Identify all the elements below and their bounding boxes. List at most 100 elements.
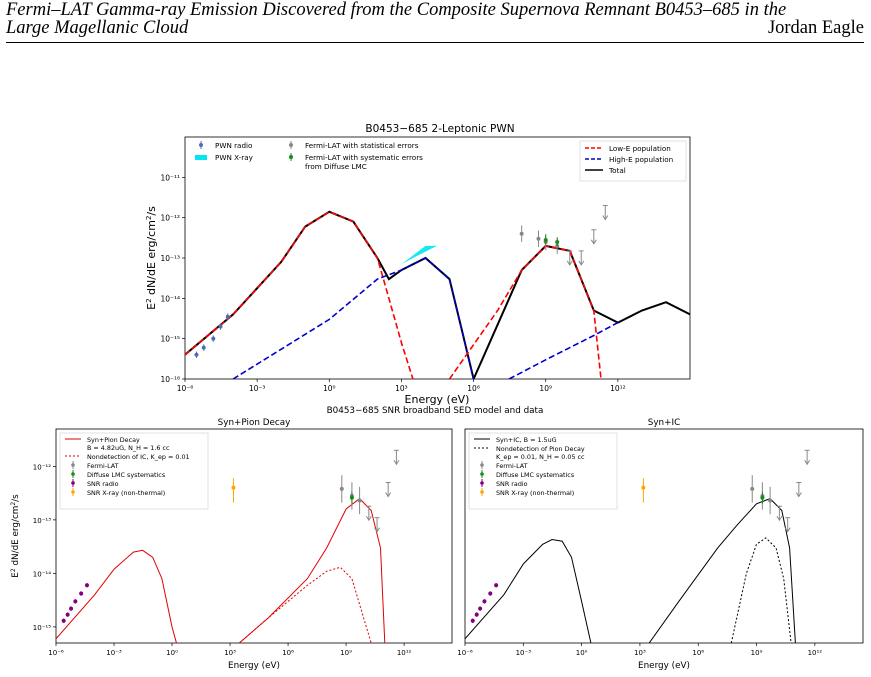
legend-marker bbox=[480, 481, 484, 485]
br-plot-area: 10⁻⁶ 10⁻³ 10⁰ 10³ 10⁶ 10⁹ 10¹² Syn+IC, B = 1.5u… bbox=[457, 432, 823, 657]
snr-radio-point bbox=[65, 612, 70, 617]
top-legend-left: PWN radio PWN X-ray Fermi-LAT with statist… bbox=[195, 141, 423, 171]
legend-label: Fermi-LAT bbox=[87, 462, 119, 470]
snr-radio-point bbox=[482, 599, 487, 604]
x-tick-label: 10⁻⁶ bbox=[457, 649, 473, 657]
legend-frame bbox=[468, 432, 618, 510]
header-title-line1: Fermi–LAT Gamma-ray Emission Discovered … bbox=[6, 0, 787, 20]
y-tick-label: 10⁻¹³ bbox=[160, 254, 180, 263]
snr-radio-point bbox=[61, 618, 66, 623]
x-tick-label: 10³ bbox=[224, 649, 236, 657]
bl-xlabel: Energy (eV) bbox=[228, 661, 280, 671]
snr-xray-point bbox=[641, 485, 646, 490]
fermi-point bbox=[519, 231, 524, 236]
top-chart-title: B0453−685 2-Leptonic PWN bbox=[365, 123, 514, 135]
series-high-e-population bbox=[232, 257, 475, 379]
x-tick-label: 10⁰ bbox=[576, 649, 588, 657]
x-tick-label: 10⁶ bbox=[692, 649, 704, 657]
legend-label: Syn+Pion Decay bbox=[87, 436, 140, 444]
fermi-sys-point bbox=[543, 237, 548, 242]
legend-label: Diffuse LMC systematics bbox=[496, 471, 575, 479]
br-xlabel: Energy (eV) bbox=[638, 661, 690, 671]
bottom-right-panel: Syn+IC 10⁻⁶ 10⁻³ 10⁰ 10³ 10⁶ 10⁹ 10¹² Syn+IC, B… bbox=[457, 418, 864, 671]
snr-radio-point bbox=[79, 591, 84, 596]
legend-swatch bbox=[195, 155, 207, 160]
legend-label: Syn+IC, B = 1.5uG bbox=[496, 436, 557, 444]
top-ylabel: E2 dN/dE erg/cm2/s bbox=[145, 206, 158, 310]
header-author: Jordan Eagle bbox=[767, 18, 864, 38]
header-title-line2: Large Magellanic Cloud bbox=[6, 18, 189, 38]
fermi-point-arrow bbox=[393, 460, 400, 466]
x-tick-label: 10¹² bbox=[610, 384, 626, 393]
radio-point bbox=[194, 352, 199, 357]
legend-marker bbox=[71, 490, 75, 494]
fermi-point-arrow bbox=[374, 527, 380, 533]
y-tick-label: 10⁻¹¹ bbox=[160, 173, 180, 182]
fermi-point-arrow bbox=[566, 260, 573, 266]
x-tick-label: 10⁻⁶ bbox=[177, 384, 194, 393]
x-tick-label: 10⁶ bbox=[467, 384, 480, 393]
legend-label: PWN radio bbox=[215, 141, 252, 150]
y-tick-label: 10⁻¹⁵ bbox=[33, 624, 51, 632]
legend-label: Fermi-LAT bbox=[496, 462, 528, 470]
legend-label: Fermi-LAT with systematic errors bbox=[305, 153, 423, 162]
legend-label: K_ep = 0.01, N_H = 0.05 cc bbox=[496, 453, 585, 461]
legend-label: Diffuse LMC systematics bbox=[87, 471, 166, 479]
legend-marker bbox=[71, 463, 75, 467]
legend-marker bbox=[289, 155, 293, 159]
bl-chart-title: Syn+Pion Decay bbox=[218, 418, 291, 428]
x-tick-label: 10⁶ bbox=[282, 649, 294, 657]
legend-label: SNR X-ray (non-thermal) bbox=[496, 489, 574, 497]
x-tick-label: 10⁹ bbox=[751, 649, 763, 657]
x-tick-label: 10¹² bbox=[397, 649, 412, 657]
y-tick-label: 10⁻¹⁴ bbox=[33, 570, 51, 578]
x-tick-label: 10⁻³ bbox=[106, 649, 122, 657]
legend-marker bbox=[480, 490, 484, 494]
radio-point bbox=[201, 345, 206, 350]
fermi-point-arrow bbox=[365, 515, 372, 522]
y-tick-label: 10⁻¹² bbox=[160, 214, 180, 223]
fermi-point bbox=[536, 236, 541, 241]
legend-label: Total bbox=[608, 166, 626, 175]
snr-radio-point bbox=[470, 618, 475, 623]
y-tick-label: 10⁻¹⁵ bbox=[160, 335, 180, 344]
top-plot-area: 10⁻⁶ 10⁻³ 10⁰ 10³ 10⁶ 10⁹ 10¹² 10⁻¹⁶ 10⁻¹⁵ 10⁻¹⁴ 1… bbox=[160, 140, 690, 393]
legend-marker bbox=[71, 481, 75, 485]
legend-label: High-E population bbox=[609, 155, 673, 164]
pion-nondetection-curve bbox=[730, 537, 792, 643]
legend-frame bbox=[59, 432, 209, 510]
fermi-point-arrow bbox=[776, 515, 783, 522]
fermi-point-arrow bbox=[602, 215, 609, 221]
series-total bbox=[185, 210, 690, 379]
fermi-point-arrow bbox=[385, 492, 392, 498]
legend-label: SNR X-ray (non-thermal) bbox=[87, 489, 165, 497]
snr-radio-point bbox=[488, 591, 493, 596]
legend-label: Nondetection of IC, K_ep = 0.01 bbox=[87, 453, 190, 461]
series-high-e-population-ic- bbox=[508, 321, 619, 379]
legend-label: SNR radio bbox=[496, 480, 528, 488]
series-low-e-population-ic- bbox=[448, 245, 602, 379]
y-tick-label: 10⁻¹³ bbox=[33, 517, 51, 525]
bl-plot-area: 10⁻⁶ 10⁻³ 10⁰ 10³ 10⁶ 10⁹ 10¹² 10⁻¹⁵ 10⁻¹⁴ 10⁻¹³ 1… bbox=[33, 432, 412, 657]
x-tick-label: 10⁹ bbox=[539, 384, 552, 393]
x-tick-label: 10⁻³ bbox=[516, 649, 532, 657]
bottom-left-panel: Syn+Pion Decay 10⁻⁶ 10⁻³ 10⁰ 10³ 10⁶ 10⁹ 10¹²1… bbox=[10, 418, 453, 671]
snr-radio-point bbox=[474, 612, 479, 617]
legend-label: from Diffuse LMC bbox=[305, 162, 367, 171]
legend-marker bbox=[199, 143, 203, 147]
snr-radio-point bbox=[494, 583, 499, 588]
figure-subcaption: B0453−685 SNR broadband SED model and da… bbox=[327, 406, 544, 416]
ic-curve bbox=[648, 498, 796, 643]
top-panel: B0453−685 2-Leptonic PWN 10⁻⁶ 10⁻³ 10⁰ 10³ 1… bbox=[145, 123, 691, 416]
legend-label: Fermi-LAT with statistical errors bbox=[305, 141, 419, 150]
legend-label: PWN X-ray bbox=[215, 153, 254, 162]
x-tick-label: 10¹² bbox=[808, 649, 823, 657]
snr-radio-point bbox=[84, 583, 89, 588]
legend-marker bbox=[480, 472, 484, 476]
fermi-point bbox=[768, 498, 773, 503]
y-tick-label: 10⁻¹⁴ bbox=[160, 294, 180, 303]
legend-label: Nondetection of Pion Decay bbox=[496, 445, 585, 453]
syn-curve bbox=[465, 538, 592, 643]
x-tick-label: 10⁰ bbox=[166, 649, 178, 657]
